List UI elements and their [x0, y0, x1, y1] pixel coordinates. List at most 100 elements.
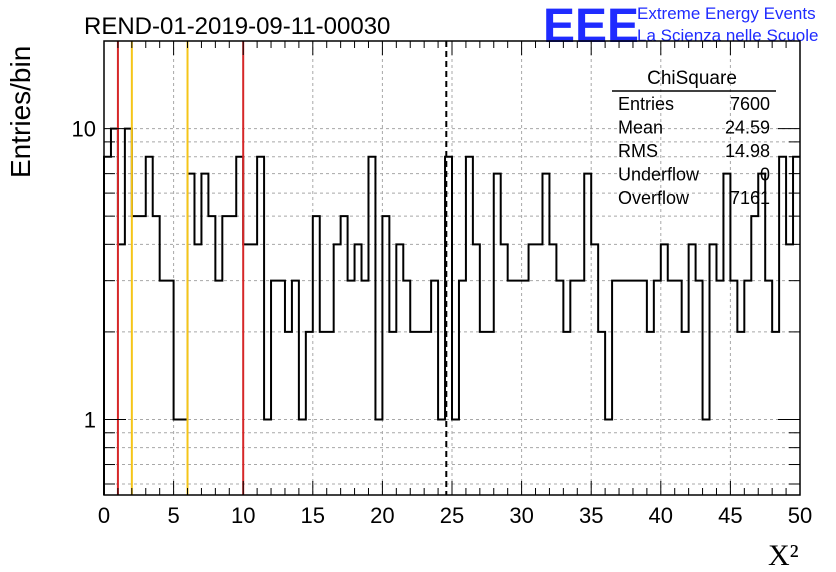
x-tick-label: 50 [788, 503, 812, 528]
x-tick-label: 25 [440, 503, 464, 528]
histogram-bin [473, 244, 480, 495]
histogram-bin [536, 244, 543, 495]
histogram-bin [278, 281, 285, 495]
x-tick-label: 5 [167, 503, 179, 528]
x-tick-label: 0 [98, 503, 110, 528]
stats-title: ChiSquare [647, 68, 737, 89]
histogram-bin [710, 244, 717, 495]
histogram-bin [598, 332, 605, 495]
histogram-bin [744, 281, 751, 495]
x-tick-label: 15 [301, 503, 325, 528]
histogram-bin [459, 281, 466, 495]
histogram [103, 127, 800, 495]
histogram-bin [452, 419, 459, 495]
histogram-bin [723, 174, 730, 495]
stats-label: Overflow [618, 188, 690, 208]
stats-value: 24.59 [725, 118, 770, 138]
histogram-bin [654, 281, 661, 495]
histogram-bin [793, 157, 800, 495]
histogram-bin [257, 157, 264, 495]
histogram-bin [501, 244, 508, 495]
histogram-bin [355, 244, 362, 495]
histogram-bin [542, 174, 549, 495]
histogram-outline [103, 127, 800, 495]
histogram-bin [292, 281, 299, 495]
histogram-bin [118, 244, 125, 495]
histogram-bin [313, 216, 320, 495]
histogram-bin [222, 216, 229, 495]
x-tick-label: 30 [509, 503, 533, 528]
histogram-bin [389, 332, 396, 495]
stats-value: 14.98 [725, 141, 770, 161]
histogram-bin [306, 332, 313, 495]
x-tick-label: 35 [579, 503, 603, 528]
histogram-bin [215, 281, 222, 495]
histogram-bin [584, 174, 591, 495]
stats-label: Entries [618, 94, 674, 114]
histogram-bin [626, 281, 633, 495]
histogram-bin [181, 419, 188, 495]
axis-ticks: 0 5 10 15 20 25 30 35 40 45 50 1 10 [72, 41, 812, 528]
x-tick-label: 10 [231, 503, 255, 528]
histogram-bin [563, 332, 570, 495]
histogram-bin [403, 281, 410, 495]
stats-value: 7600 [730, 94, 770, 114]
histogram-bin [668, 281, 675, 495]
histogram-bin [640, 281, 647, 495]
y-axis-label: Entries/bin [5, 46, 36, 178]
histogram-bin [549, 244, 556, 495]
histogram-bin [348, 281, 355, 495]
chart-title: REND-01-2019-09-11-00030 [84, 13, 390, 40]
histogram-bin [236, 157, 243, 495]
histogram-bin [689, 244, 696, 495]
histogram-bin [174, 419, 181, 495]
logo-line1: Extreme Energy Events [637, 4, 816, 23]
histogram-bin [765, 281, 772, 495]
stats-box: ChiSquare Entries 7600 Mean 24.59 RMS 14.98 Un… [612, 68, 776, 208]
histogram-bin [696, 281, 703, 495]
histogram-bin [675, 281, 682, 495]
histogram-bin [341, 216, 348, 495]
histogram-bin [515, 281, 522, 495]
histogram-bin [633, 281, 640, 495]
histogram-bin [188, 174, 195, 495]
histogram-bin [577, 281, 584, 495]
x-tick-label: 40 [649, 503, 673, 528]
histogram-bin [647, 332, 654, 495]
histogram-bin [487, 332, 494, 495]
histogram-bin [716, 281, 723, 495]
x-tick-label: 45 [718, 503, 742, 528]
histogram-bin [529, 244, 536, 495]
histogram-bin [591, 244, 598, 495]
histogram-bin [758, 174, 765, 495]
histogram-bin [494, 174, 501, 495]
logo: EEE Extreme Energy Events La Scienza nel… [543, 0, 818, 53]
histogram-bin [786, 244, 793, 495]
vertical-markers [116, 41, 448, 495]
histogram-bin [285, 332, 292, 495]
logo-line2: La Scienza nelle Scuole [637, 26, 818, 45]
histogram-bin [570, 281, 577, 495]
histogram-bin [132, 216, 139, 495]
histogram-bin [431, 281, 438, 495]
x-tick-label: 20 [370, 503, 394, 528]
histogram-bin [264, 419, 271, 495]
stats-label: Mean [618, 118, 663, 138]
histogram-bin [194, 244, 201, 495]
histogram-bin [682, 332, 689, 495]
histogram-bin [243, 244, 250, 495]
histogram-bin [480, 332, 487, 495]
histogram-bin [104, 157, 111, 495]
histogram-bin [382, 216, 389, 495]
histogram-bin [327, 332, 334, 495]
histogram-bin [508, 281, 515, 495]
histogram-bin [779, 157, 786, 495]
histogram-bin [271, 281, 278, 495]
histogram-bin [605, 419, 612, 495]
stats-label: Underflow [618, 165, 700, 185]
histogram-bin [703, 419, 710, 495]
histogram-bin [466, 157, 473, 495]
histogram-bin [153, 216, 160, 495]
histogram-bin [375, 419, 382, 495]
